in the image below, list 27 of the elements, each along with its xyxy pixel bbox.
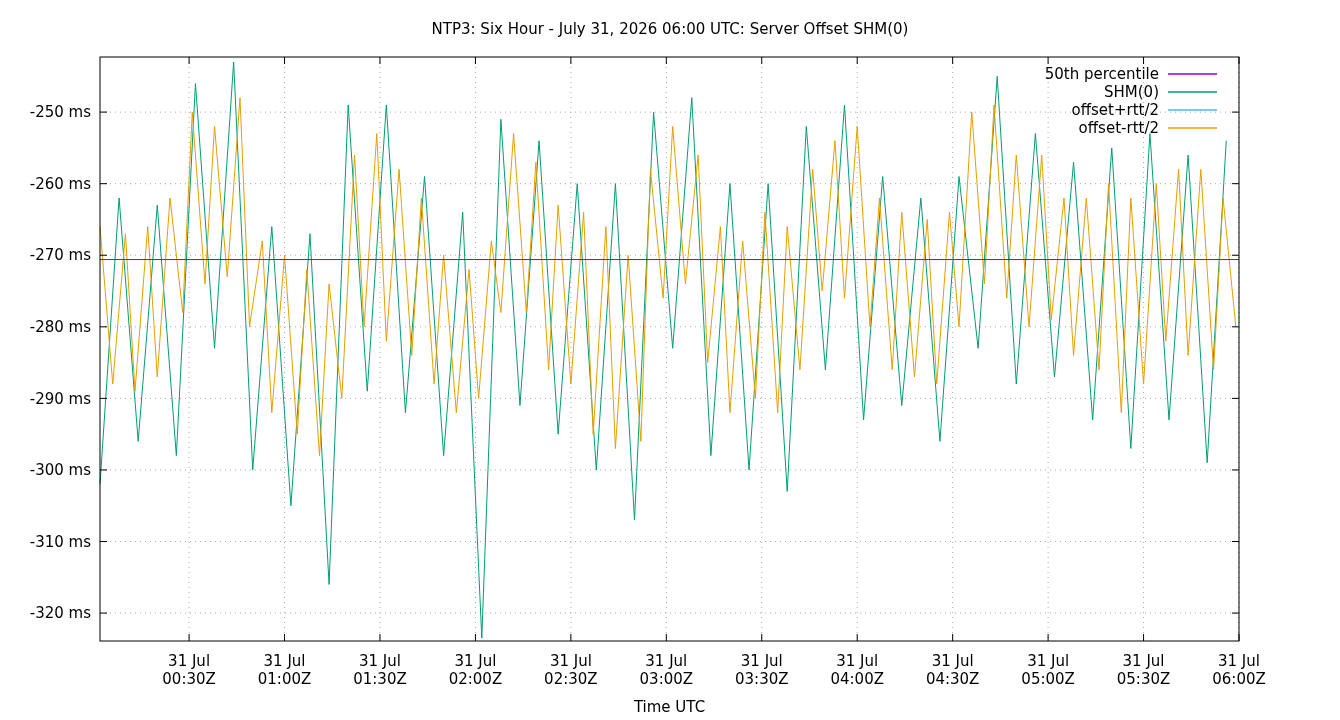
x-axis-title: Time UTC [632,698,706,716]
y-tick-label: -270 ms [29,246,92,265]
legend-label: offset-rtt/2 [1078,119,1159,138]
line-series [99,61,1227,639]
y-tick-label: -290 ms [29,389,92,408]
y-tick-label: -310 ms [29,532,92,551]
x-tick-label: 31 Jul 01:00Z [257,652,312,688]
x-tick-label: 31 Jul 05:00Z [1021,652,1075,688]
legend-label: SHM(0) [1104,83,1159,102]
x-tick-label: 31 Jul 04:00Z [830,652,884,688]
y-tick-label: -260 ms [29,174,92,193]
y-tick-label: -300 ms [29,461,92,480]
x-tick-label: 31 Jul 03:00Z [639,652,694,688]
x-tick-label: 31 Jul 03:30Z [735,652,789,688]
x-tick-label: 31 Jul 06:00Z [1212,652,1266,688]
x-tick-label: 31 Jul 02:30Z [544,652,598,688]
legend-label: 50th percentile [1044,65,1159,84]
y-tick-label: -320 ms [29,604,92,623]
x-tick-label: 31 Jul 04:30Z [925,652,980,688]
x-tick-label: 31 Jul 00:30Z [162,652,216,688]
legend-label: offset+rtt/2 [1071,101,1159,120]
y-tick-label: -280 ms [29,318,92,337]
x-tick-label: 31 Jul 02:00Z [448,652,503,688]
y-tick-label: -250 ms [29,103,92,122]
x-tick-label: 31 Jul 05:30Z [1116,652,1171,688]
chart-title: NTP3: Six Hour - July 31, 2026 06:00 UTC: Server Offset SHM(0) [431,20,909,38]
x-tick-label: 31 Jul 01:30Z [353,652,407,688]
